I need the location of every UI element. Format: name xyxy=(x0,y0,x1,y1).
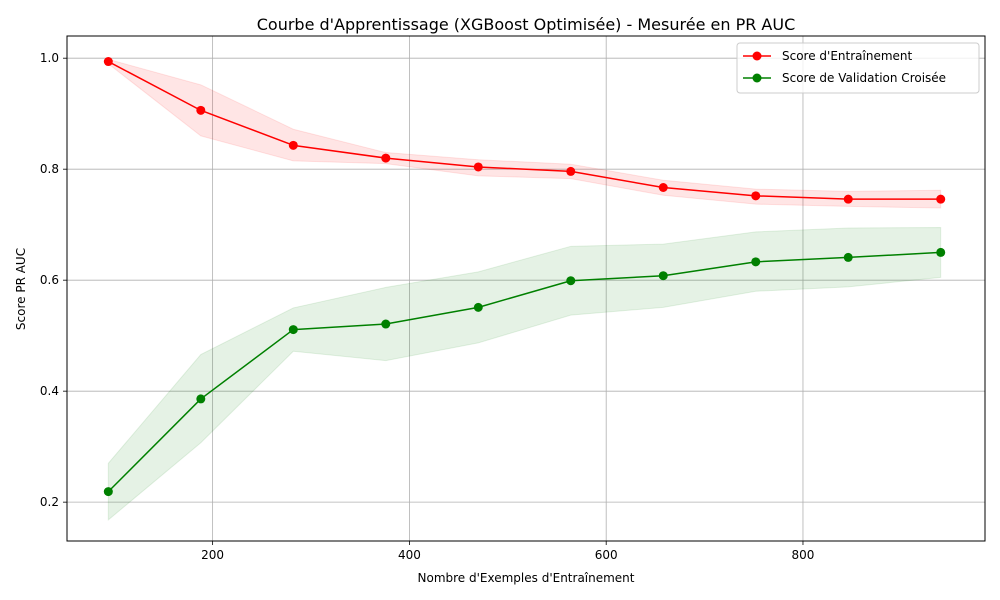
y-axis-ticks: 0.2 0.4 0.6 0.8 1.0 xyxy=(40,51,67,509)
point-training xyxy=(103,57,113,67)
line-training xyxy=(107,60,941,200)
x-axis-ticks: 200 400 600 800 xyxy=(201,541,814,562)
point-training xyxy=(843,194,853,204)
y-tick-label: 0.2 xyxy=(40,495,59,509)
chart-title: Courbe d'Apprentissage (XGBoost Optimisé… xyxy=(257,15,796,34)
point-validation xyxy=(936,247,946,257)
plot-area-frame xyxy=(66,35,986,542)
point-validation xyxy=(103,487,113,497)
point-validation xyxy=(196,394,206,404)
point-validation xyxy=(473,302,483,312)
point-training xyxy=(196,105,206,115)
point-validation xyxy=(658,271,668,281)
y-axis-label: Score PR AUC xyxy=(14,248,28,330)
point-validation xyxy=(381,319,391,329)
legend-marker-validation xyxy=(752,73,762,83)
point-validation xyxy=(288,325,298,335)
line-validation xyxy=(107,251,941,493)
point-validation xyxy=(566,276,576,286)
point-training xyxy=(288,140,298,150)
series-lines xyxy=(107,60,941,493)
y-tick-label: 0.4 xyxy=(40,384,59,398)
series-markers xyxy=(103,57,946,497)
point-validation xyxy=(843,252,853,262)
x-tick-label: 600 xyxy=(595,548,618,562)
x-tick-label: 800 xyxy=(792,548,815,562)
legend: Score d'Entraînement Score de Validation… xyxy=(736,42,980,94)
point-training xyxy=(473,162,483,172)
point-training xyxy=(658,183,668,192)
point-training xyxy=(381,153,391,163)
legend-marker-training xyxy=(752,51,762,61)
legend-label-validation: Score de Validation Croisée xyxy=(782,71,946,85)
point-training xyxy=(936,194,946,204)
band-training xyxy=(107,58,942,209)
y-tick-label: 1.0 xyxy=(40,51,59,65)
legend-box xyxy=(736,42,980,94)
legend-label-training: Score d'Entraînement xyxy=(782,49,913,63)
y-tick-label: 0.6 xyxy=(40,273,59,287)
x-axis-label: Nombre d'Exemples d'Entraînement xyxy=(418,571,635,585)
point-training xyxy=(751,191,761,201)
point-validation xyxy=(751,257,761,267)
x-tick-label: 400 xyxy=(398,548,421,562)
x-tick-label: 200 xyxy=(201,548,224,562)
y-tick-label: 0.8 xyxy=(40,162,59,176)
point-training xyxy=(566,166,576,176)
